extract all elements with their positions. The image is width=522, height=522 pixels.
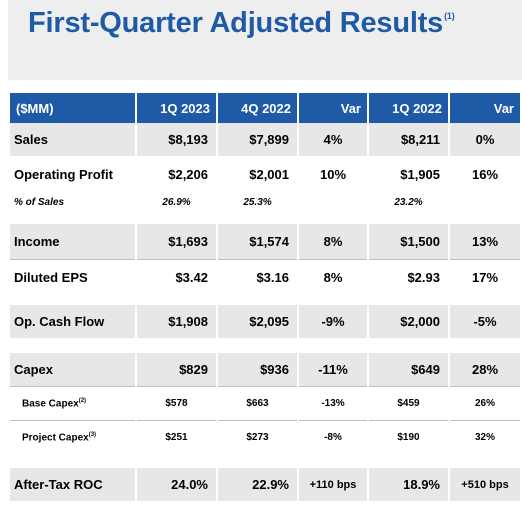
row-diluted-eps: Diluted EPS $3.42 $3.16 8% $2.93 17% [10, 259, 520, 294]
results-table: ($MM) 1Q 2023 4Q 2022 Var 1Q 2022 Var Sa… [8, 93, 522, 501]
cell-value: -13% [299, 386, 367, 420]
cell-value: $2,000 [369, 305, 448, 338]
cell-value: 4% [299, 123, 367, 156]
cell-value: $936 [218, 353, 297, 386]
title-footnote: (1) [444, 11, 455, 21]
cell-value: $2,001 [249, 166, 289, 182]
cell-value: $459 [369, 386, 448, 420]
cell-value: $8,193 [137, 123, 216, 156]
cell-value: 8% [299, 224, 367, 259]
cell-value: 24.0% [137, 468, 216, 501]
cell-value: 16% [471, 166, 499, 182]
cell-label: % of Sales [14, 196, 65, 208]
cell-value: $2.93 [369, 259, 448, 294]
row-income: Income $1,693 $1,574 8% $1,500 13% [10, 224, 520, 259]
row-op-cash-flow: Op. Cash Flow $1,908 $2,095 -9% $2,000 -… [10, 305, 520, 338]
cell-value: 13% [450, 224, 520, 259]
cell-value: 18.9% [369, 468, 448, 501]
row-project-capex: Project Capex(3) $251 $273 -8% $190 32% [10, 420, 520, 454]
cell-value: +110 bps [299, 468, 367, 501]
cell-value: 28% [450, 353, 520, 386]
cell-value: $3.42 [137, 259, 216, 294]
page-title: First-Quarter Adjusted Results(1) [28, 7, 455, 40]
cell-value: -11% [299, 353, 367, 386]
cell-label: Op. Cash Flow [10, 305, 135, 338]
cell-value: 25.3% [243, 196, 272, 208]
cell-value: -8% [299, 420, 367, 454]
header-row: ($MM) 1Q 2023 4Q 2022 Var 1Q 2022 Var [10, 93, 520, 123]
cell-value: $1,693 [137, 224, 216, 259]
cell-label: Sales [10, 123, 135, 156]
cell-value [299, 192, 367, 212]
cell-label: Operating Profit [14, 166, 113, 182]
row-after-tax-roc: After-Tax ROC 24.0% 22.9% +110 bps 18.9%… [10, 468, 520, 501]
cell-value: $578 [137, 386, 216, 420]
header-var-2: Var [450, 93, 520, 123]
header-4q2022: 4Q 2022 [218, 93, 297, 123]
cell-label: After-Tax ROC [10, 468, 135, 501]
cell-value: $1,500 [369, 224, 448, 259]
cell-value: 22.9% [218, 468, 297, 501]
row-capex: Capex $829 $936 -11% $649 28% [10, 353, 520, 386]
row-pct-sales: % of Sales 26.9% 25.3% 23.2% [10, 192, 520, 212]
cell-value: 10% [319, 166, 347, 182]
cell-label: Capex [10, 353, 135, 386]
cell-value [450, 192, 520, 212]
cell-value: $1,905 [400, 166, 440, 182]
cell-value: 26.9% [162, 196, 191, 208]
header-mm: ($MM) [10, 93, 135, 123]
row-operating-profit: Operating Profit $2,206 $2,001 10% $1,90… [10, 156, 520, 192]
cell-value: 32% [450, 420, 520, 454]
cell-value: 17% [450, 259, 520, 294]
cell-value: $2,206 [168, 166, 208, 182]
cell-value: $251 [137, 420, 216, 454]
cell-value: +510 bps [450, 468, 520, 501]
title-text: First-Quarter Adjusted Results [28, 7, 444, 39]
header-var-1: Var [299, 93, 367, 123]
cell-value: $2,095 [218, 305, 297, 338]
footnote-marker: (3) [88, 431, 97, 438]
header-1q2022: 1Q 2022 [369, 93, 448, 123]
cell-label: Diluted EPS [10, 259, 135, 294]
footnote-marker: (2) [78, 397, 87, 404]
cell-value: $1,908 [137, 305, 216, 338]
cell-value: $190 [369, 420, 448, 454]
row-base-capex: Base Capex(2) $578 $663 -13% $459 26% [10, 386, 520, 420]
cell-label: Base Capex(2) [10, 386, 135, 420]
cell-value: 8% [299, 259, 367, 294]
cell-value: $3.16 [218, 259, 297, 294]
cell-value: $273 [218, 420, 297, 454]
cell-value: $1,574 [218, 224, 297, 259]
title-banner [8, 0, 522, 80]
cell-value: $649 [369, 353, 448, 386]
cell-value: 26% [450, 386, 520, 420]
cell-value: $663 [218, 386, 297, 420]
cell-value: 0% [450, 123, 520, 156]
cell-value: -5% [450, 305, 520, 338]
cell-value: $7,899 [218, 123, 297, 156]
cell-value: $8,211 [369, 123, 448, 156]
row-sales: Sales $8,193 $7,899 4% $8,211 0% [10, 123, 520, 156]
cell-label: Project Capex(3) [10, 420, 135, 454]
cell-value: 23.2% [394, 196, 423, 208]
header-1q2023: 1Q 2023 [137, 93, 216, 123]
cell-value: -9% [299, 305, 367, 338]
cell-value: $829 [137, 353, 216, 386]
cell-label: Income [10, 224, 135, 259]
